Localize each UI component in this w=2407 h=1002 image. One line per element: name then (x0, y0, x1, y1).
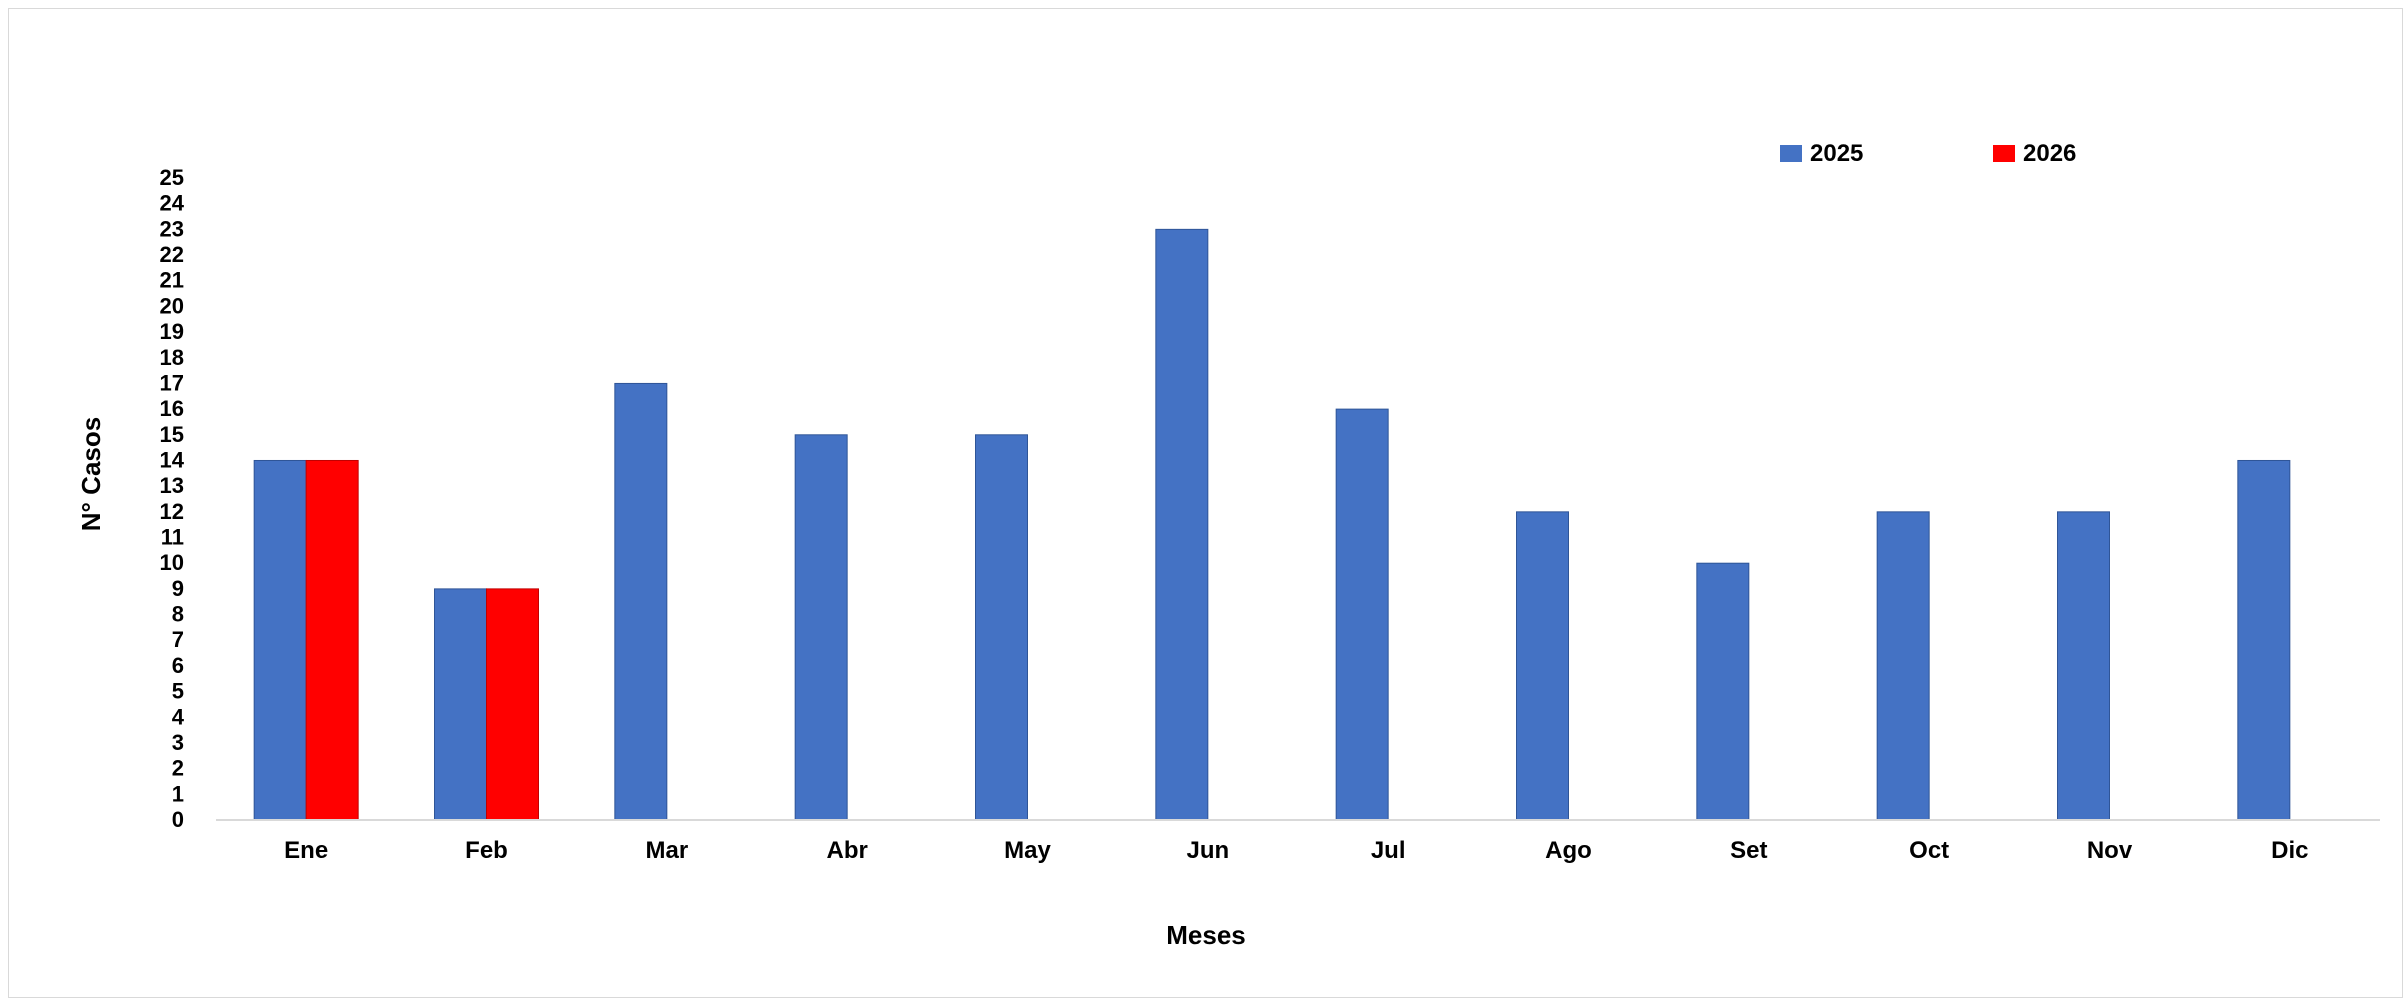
x-tick-label: Mar (645, 837, 688, 864)
bar-2025-oct (1876, 511, 1930, 821)
y-tick-label: 3 (172, 730, 184, 755)
bar-2025-may (975, 434, 1028, 821)
y-tick-label: 25 (160, 165, 184, 190)
bar-2025-ago (1516, 511, 1569, 821)
x-tick-label: Set (1730, 837, 1767, 864)
legend-swatch-2026 (1993, 145, 2015, 162)
bar-2025-jun (1155, 228, 1209, 821)
legend-label-2025: 2025 (1810, 140, 1863, 167)
y-tick-label: 11 (161, 525, 184, 550)
x-tick-label: May (1004, 837, 1051, 864)
y-tick-label: 24 (160, 191, 185, 216)
bar-2026-ene (305, 459, 359, 821)
y-tick-label: 1 (172, 781, 184, 806)
x-tick-label: Jul (1371, 837, 1406, 864)
y-tick-label: 16 (160, 396, 184, 421)
bar-2025-ene (253, 459, 307, 821)
x-tick-label: Nov (2087, 837, 2133, 864)
y-tick-label: 21 (160, 268, 184, 293)
y-tick-label: 4 (172, 704, 185, 729)
bar-2025-feb (434, 588, 487, 821)
bar-2026-feb (486, 588, 539, 821)
y-tick-label: 17 (160, 370, 184, 395)
y-tick-label: 20 (160, 293, 184, 318)
y-tick-label: 13 (160, 473, 184, 498)
y-tick-label: 6 (172, 653, 184, 678)
x-axis-ticks: Ene Feb Mar Abr May Jun Jul Ago Set Oct Nov Dic (284, 837, 2308, 864)
y-tick-label: 23 (160, 216, 184, 241)
y-tick-label: 10 (160, 550, 184, 575)
x-tick-label: Ago (1545, 837, 1592, 864)
y-axis-title: N° Casos (76, 417, 106, 531)
x-tick-label: Dic (2271, 837, 2308, 864)
legend-swatch-2025 (1780, 145, 1802, 162)
y-tick-label: 18 (160, 345, 184, 370)
y-tick-label: 2 (172, 756, 184, 781)
y-tick-label: 8 (172, 602, 184, 627)
y-tick-label: 5 (172, 679, 184, 704)
legend: 2025 2026 (1780, 140, 2076, 167)
bar-2025-set (1696, 562, 1750, 821)
y-tick-label: 14 (160, 447, 185, 472)
bar-2025-abr (794, 434, 848, 821)
y-tick-label: 12 (160, 499, 184, 524)
legend-label-2026: 2026 (2023, 140, 2076, 167)
x-tick-label: Jun (1186, 837, 1229, 864)
bars (253, 228, 2291, 821)
y-tick-label: 0 (172, 807, 184, 832)
bar-2025-jul (1335, 408, 1389, 821)
y-tick-label: 19 (160, 319, 184, 344)
y-tick-label: 7 (172, 627, 184, 652)
y-axis-ticks: 0123456789101112131415161718192021222324… (160, 165, 185, 832)
bar-2025-mar (614, 382, 668, 821)
x-axis-title: Meses (1166, 920, 1246, 950)
y-tick-label: 9 (172, 576, 184, 601)
y-tick-label: 22 (160, 242, 184, 267)
x-tick-label: Ene (284, 837, 328, 864)
x-tick-label: Oct (1909, 837, 1949, 864)
bar-2025-dic (2237, 459, 2291, 821)
x-tick-label: Abr (826, 837, 867, 864)
x-tick-label: Feb (465, 837, 508, 864)
bar-2025-nov (2057, 511, 2110, 821)
y-tick-label: 15 (160, 422, 184, 447)
